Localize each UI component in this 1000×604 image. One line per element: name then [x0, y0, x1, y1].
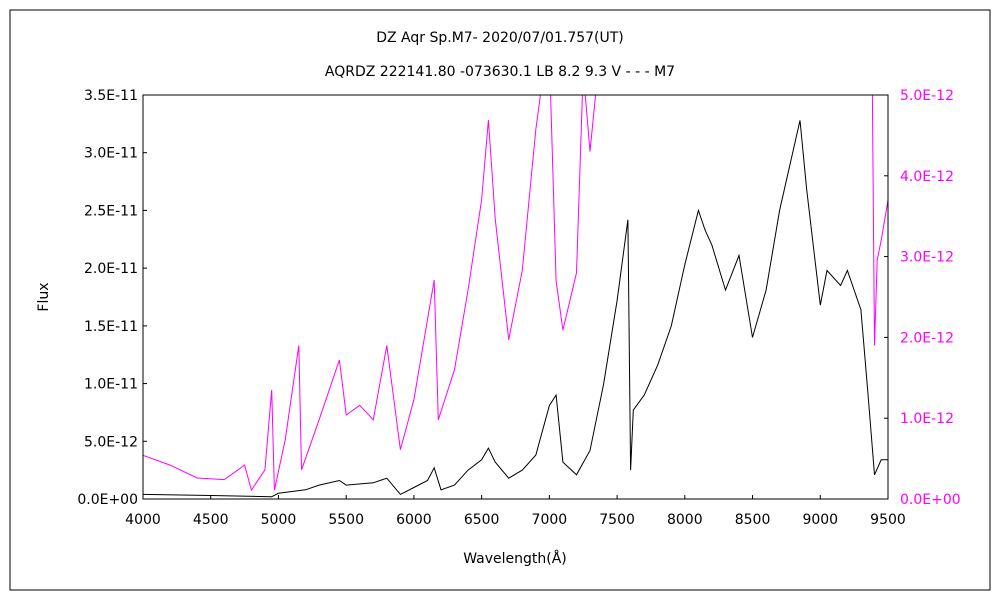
y-tick-label-right: 1.0E-12: [900, 411, 954, 427]
y-axis-label: Flux: [36, 282, 52, 311]
y-tick-label-right: 3.0E-12: [900, 250, 954, 266]
y-tick-label-right: 5.0E-12: [900, 88, 954, 104]
x-tick-label: 9000: [802, 512, 838, 528]
x-tick-label: 5000: [261, 512, 297, 528]
x-tick-label: 4000: [125, 512, 161, 528]
x-tick-label: 4500: [193, 512, 229, 528]
chart-border: [9, 9, 991, 591]
y-tick-label-left: 2.0E-11: [84, 261, 138, 277]
chart-subtitle: AQRDZ 222141.80 -073630.1 LB 8.2 9.3 V -…: [325, 64, 675, 80]
y-tick-label-right: 4.0E-12: [900, 169, 954, 185]
series-line-left: [143, 120, 888, 498]
x-tick-label: 8000: [667, 512, 703, 528]
x-tick-label: 6500: [464, 512, 500, 528]
y-tick-label-right: 2.0E-12: [900, 330, 954, 346]
x-tick-label: 6000: [396, 512, 432, 528]
x-tick-label: 5500: [328, 512, 364, 528]
y-tick-label-left: 5.0E-12: [84, 434, 138, 450]
y-tick-label-left: 3.0E-11: [84, 146, 138, 162]
series-line-right: [143, 95, 888, 492]
y-tick-label-left: 2.5E-11: [84, 203, 138, 219]
y-tick-label-right: 0.0E+00: [900, 492, 961, 508]
y-tick-label-left: 0.0E+00: [77, 492, 138, 508]
x-tick-label: 9500: [870, 512, 906, 528]
y-tick-label-left: 3.5E-11: [84, 88, 138, 104]
x-tick-label: 7000: [532, 512, 568, 528]
x-tick-label: 8500: [735, 512, 771, 528]
x-axis-label: Wavelength(Å): [463, 550, 567, 567]
plot-area: [142, 94, 889, 500]
y-tick-label-left: 1.0E-11: [84, 377, 138, 393]
x-tick-label: 7500: [599, 512, 635, 528]
y-tick-label-left: 1.5E-11: [84, 319, 138, 335]
chart-title: DZ Aqr Sp.M7- 2020/07/01.757(UT): [376, 30, 624, 46]
